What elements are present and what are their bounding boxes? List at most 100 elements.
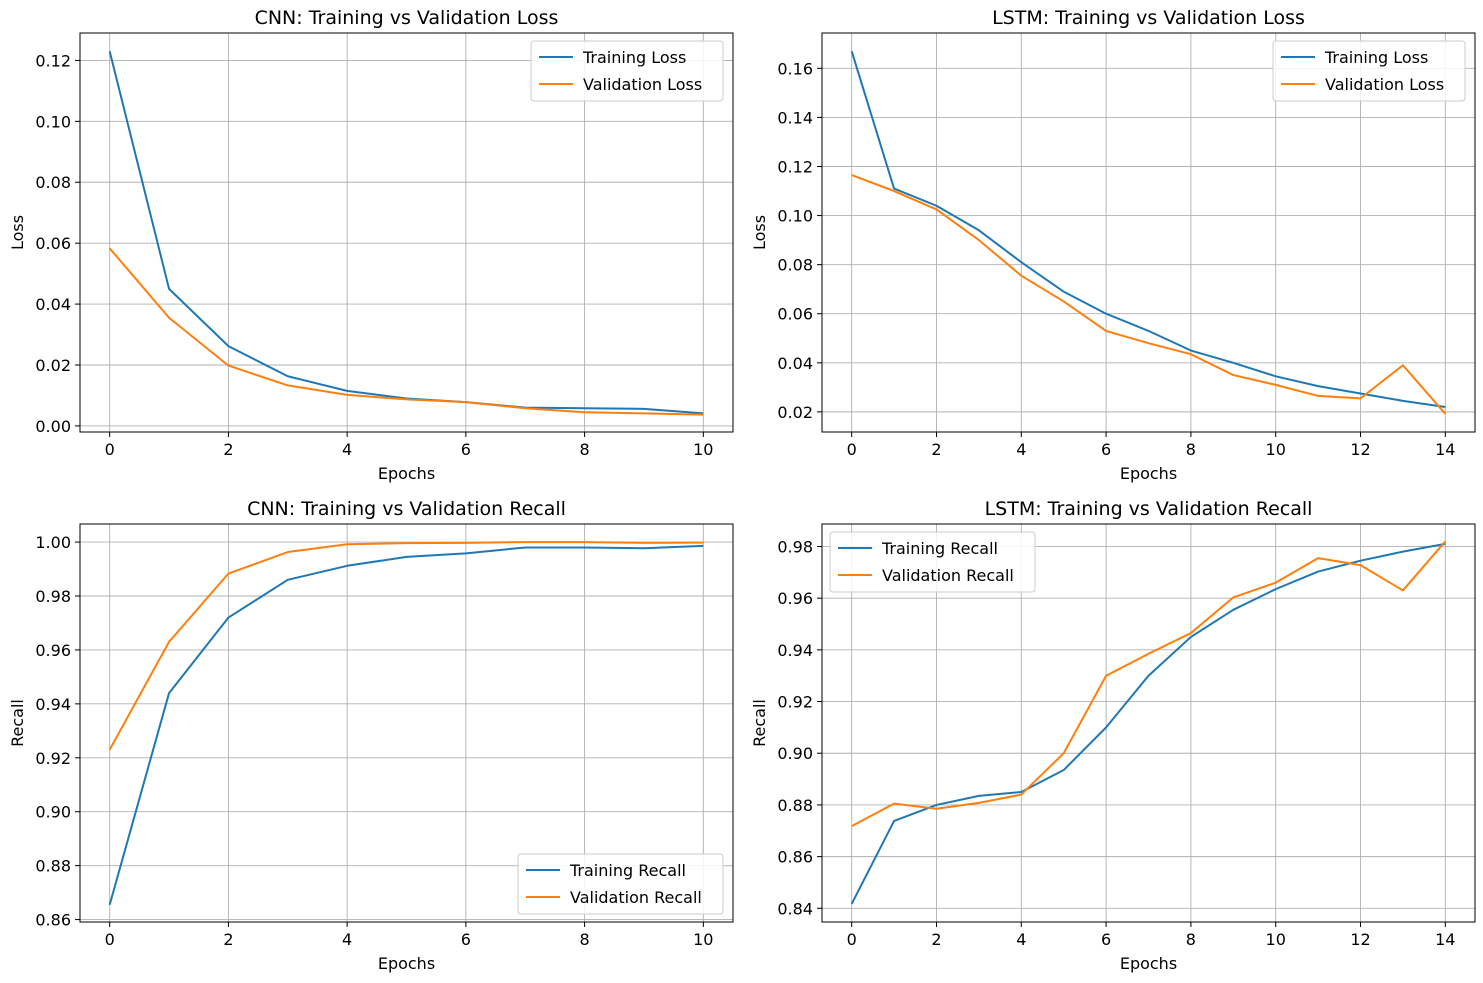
x-tick-label: 0: [847, 930, 857, 949]
legend-frame: [1272, 40, 1466, 102]
y-axis-label: Recall: [750, 699, 769, 747]
x-tick-label: 2: [223, 440, 233, 459]
grid: [822, 33, 1475, 432]
training-series-line: [108, 544, 704, 906]
legend-label: Training Recall: [569, 861, 686, 880]
cnn-recall-chart: 0 2 4 6 8 10 0.86 0.88 0.90 0.92 0.94 0.96 0.98 1.00 C…: [8, 498, 734, 973]
grid: [822, 524, 1475, 922]
legend-frame: [829, 531, 1036, 593]
y-tick-label: 0.04: [777, 354, 813, 373]
plot-frame: [821, 32, 1476, 433]
x-tick-label: 2: [223, 930, 233, 949]
y-tick-label: 0.16: [777, 59, 813, 78]
y-tick-label: 0.88: [777, 796, 813, 815]
x-tick-label: 14: [1435, 440, 1455, 459]
y-tick-label: 0.02: [35, 356, 71, 375]
x-tick-label: 4: [1016, 440, 1026, 459]
legend: Training Recall Validation Recall: [829, 531, 1036, 593]
training-series-line: [850, 50, 1446, 408]
chart-title: CNN: Training vs Validation Loss: [255, 7, 559, 29]
x-tick-label: 8: [1186, 440, 1196, 459]
cnn-loss-chart: 0 2 4 6 8 10 0.00 0.02 0.04 0.06 0.08 0.10 0.12 CNN: …: [8, 7, 734, 483]
y-tick-label: 0.02: [777, 403, 813, 422]
y-tick-label: 0.00: [35, 417, 71, 436]
x-tick-label: 0: [105, 440, 115, 459]
validation-series-line: [851, 174, 1447, 415]
x-tick-label: 8: [1186, 930, 1196, 949]
legend-label: Validation Loss: [583, 75, 702, 94]
y-tick-label: 0.94: [777, 641, 813, 660]
chart-title: LSTM: Training vs Validation Recall: [985, 498, 1313, 520]
training-series-line: [108, 51, 704, 415]
y-tick-label: 0.12: [35, 51, 71, 70]
legend-label: Validation Recall: [570, 888, 702, 907]
x-tick-label: 10: [693, 930, 713, 949]
y-tick-label: 0.08: [777, 256, 813, 275]
chart-title: CNN: Training vs Validation Recall: [247, 498, 566, 520]
x-tick-label: 4: [1016, 930, 1026, 949]
x-axis-label: Epochs: [1120, 954, 1177, 973]
lstm-recall-chart: 0 2 4 6 8 10 12 14 0.84 0.86 0.88 0.90 0.92 0.94 0.96 0…: [750, 498, 1476, 973]
y-tick-label: 0.86: [35, 911, 71, 930]
y-axis-label: Loss: [8, 215, 27, 250]
lstm-loss-chart: 0 2 4 6 8 10 12 14 0.02 0.04 0.06 0.08 0.10 0.12 0.14 0…: [750, 7, 1476, 483]
y-tick-label: 0.84: [777, 899, 813, 918]
x-tick-label: 12: [1350, 930, 1370, 949]
legend: Training Loss Validation Loss: [530, 40, 724, 102]
x-tick-label: 2: [931, 930, 941, 949]
y-tick-label: 0.10: [777, 207, 813, 226]
x-tick-label: 14: [1435, 930, 1455, 949]
y-tick-label: 0.04: [35, 295, 71, 314]
y-tick-label: 0.94: [35, 695, 71, 714]
y-tick-label: 0.14: [777, 108, 813, 127]
y-axis-label: Loss: [750, 215, 769, 250]
y-axis-label: Recall: [8, 699, 27, 747]
x-tick-label: 6: [1101, 930, 1111, 949]
x-tick-label: 4: [342, 930, 352, 949]
legend-label: Training Loss: [582, 48, 686, 67]
legend-label: Training Loss: [1324, 48, 1428, 67]
y-tick-label: 0.10: [35, 112, 71, 131]
y-tick-label: 0.96: [35, 641, 71, 660]
y-tick-label: 0.06: [777, 305, 813, 324]
legend-frame: [530, 40, 724, 102]
x-tick-label: 12: [1350, 440, 1370, 459]
x-tick-label: 8: [579, 930, 589, 949]
validation-series-line: [108, 541, 704, 751]
x-axis-label: Epochs: [1120, 464, 1177, 483]
x-tick-label: 8: [579, 440, 589, 459]
grid: [80, 524, 733, 922]
y-tick-label: 0.90: [35, 803, 71, 822]
y-tick-label: 1.00: [35, 533, 71, 552]
plot-frame: [79, 523, 734, 923]
y-tick-label: 0.08: [35, 173, 71, 192]
legend-frame: [517, 853, 724, 915]
y-tick-label: 0.98: [777, 537, 813, 556]
y-tick-label: 0.88: [35, 857, 71, 876]
y-tick-label: 0.06: [35, 234, 71, 253]
x-axis-label: Epochs: [378, 954, 435, 973]
x-tick-label: 2: [931, 440, 941, 459]
plot-frame: [79, 32, 734, 433]
x-tick-label: 10: [1266, 440, 1286, 459]
validation-series-line: [851, 540, 1447, 828]
x-tick-label: 6: [461, 930, 471, 949]
y-tick-label: 0.12: [777, 157, 813, 176]
legend-label: Training Recall: [881, 539, 998, 558]
y-tick-label: 0.92: [777, 693, 813, 712]
plot-frame: [821, 523, 1476, 923]
legend: Training Loss Validation Loss: [1272, 40, 1466, 102]
y-tick-label: 0.96: [777, 589, 813, 608]
x-tick-label: 4: [342, 440, 352, 459]
y-tick-label: 0.86: [777, 848, 813, 867]
y-tick-label: 0.98: [35, 587, 71, 606]
x-tick-label: 0: [105, 930, 115, 949]
training-series-line: [850, 542, 1446, 905]
x-tick-label: 10: [693, 440, 713, 459]
legend: Training Recall Validation Recall: [517, 853, 724, 915]
legend-label: Validation Loss: [1325, 75, 1444, 94]
y-tick-label: 0.90: [777, 744, 813, 763]
chart-title: LSTM: Training vs Validation Loss: [992, 7, 1305, 29]
x-tick-label: 10: [1266, 930, 1286, 949]
